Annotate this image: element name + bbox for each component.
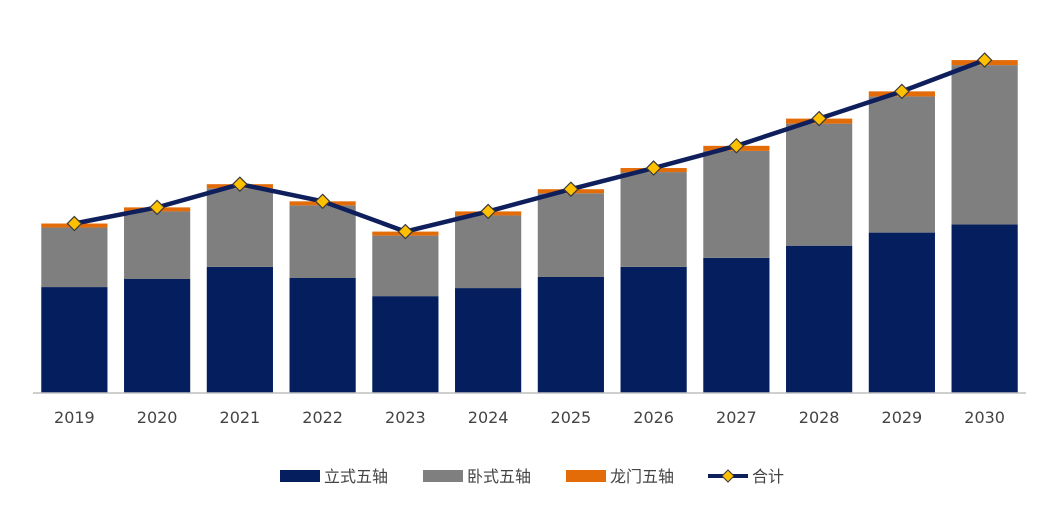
x-tick-label: 2028 bbox=[799, 408, 840, 427]
total-marker-2025 bbox=[563, 181, 579, 198]
x-tick-label: 2024 bbox=[468, 408, 509, 427]
legend-swatch-1 bbox=[280, 470, 320, 482]
x-tick-labels: 2019 2020 2021 2022 2023 2024 2025 2026 2027 2028… bbox=[54, 408, 1005, 427]
legend-swatch-2 bbox=[423, 470, 463, 482]
total-marker-2030 bbox=[976, 52, 993, 68]
total-marker-2029 bbox=[894, 83, 910, 100]
x-tick-label: 2023 bbox=[385, 408, 426, 427]
total-marker-2026 bbox=[645, 160, 662, 176]
x-tick-label: 2021 bbox=[220, 408, 261, 427]
bar-2020-series-2 bbox=[124, 211, 191, 280]
bar-2028-series-2 bbox=[786, 123, 853, 246]
bar-2025-series-1 bbox=[537, 276, 604, 393]
x-tick-label: 2020 bbox=[137, 408, 178, 427]
total-marker-2023 bbox=[397, 223, 414, 240]
legend-label-2: 卧式五轴 bbox=[467, 467, 531, 486]
total-marker-2020 bbox=[149, 199, 165, 216]
bar-2030-series-2 bbox=[951, 65, 1018, 225]
legend-label-1: 立式五轴 bbox=[324, 467, 388, 486]
bar-2029-series-2 bbox=[868, 96, 935, 233]
legend-label-3: 龙门五轴 bbox=[610, 467, 674, 486]
x-tick-label: 2030 bbox=[964, 408, 1005, 427]
bar-2026-series-2 bbox=[620, 172, 687, 267]
total-line bbox=[72, 57, 987, 234]
bar-2019-series-1 bbox=[41, 287, 108, 393]
bar-2025-series-2 bbox=[537, 193, 604, 277]
bar-2024-series-2 bbox=[455, 215, 522, 289]
total-marker-2021 bbox=[232, 176, 248, 193]
bar-2023-series-2 bbox=[372, 235, 439, 297]
legend: 立式五轴 卧式五轴 龙门五轴 合计 bbox=[280, 467, 784, 486]
total-marker-2024 bbox=[480, 203, 496, 220]
legend-swatch-3 bbox=[566, 470, 606, 482]
x-tick-label: 2026 bbox=[633, 408, 674, 427]
bar-2022-series-2 bbox=[289, 205, 356, 278]
total-line-layer bbox=[66, 52, 993, 240]
x-tick-label: 2022 bbox=[302, 408, 343, 427]
total-marker-2027 bbox=[728, 137, 745, 154]
bar-2026-series-1 bbox=[620, 266, 687, 393]
bar-2020-series-1 bbox=[124, 279, 191, 393]
total-marker-2019 bbox=[66, 215, 83, 232]
total-marker-2022 bbox=[314, 193, 331, 210]
bar-2021-series-2 bbox=[206, 188, 273, 267]
legend-label-4: 合计 bbox=[752, 467, 784, 486]
bar-2030-series-1 bbox=[951, 224, 1018, 393]
x-tick-label: 2019 bbox=[54, 408, 95, 427]
bar-2021-series-1 bbox=[206, 266, 273, 393]
bar-2027-series-1 bbox=[703, 257, 770, 393]
x-tick-label: 2029 bbox=[882, 408, 923, 427]
bar-2023-series-1 bbox=[372, 296, 439, 393]
bars-layer bbox=[41, 60, 1018, 393]
bar-2024-series-1 bbox=[455, 288, 522, 393]
x-tick-label: 2027 bbox=[716, 408, 757, 427]
legend-diamond-icon bbox=[721, 469, 735, 483]
bar-2027-series-2 bbox=[703, 150, 770, 258]
bar-2028-series-1 bbox=[786, 245, 853, 393]
total-marker-2028 bbox=[811, 110, 827, 127]
bar-2019-series-2 bbox=[41, 227, 108, 288]
bar-2022-series-1 bbox=[289, 277, 356, 393]
bar-2029-series-1 bbox=[868, 232, 935, 393]
x-tick-label: 2025 bbox=[551, 408, 592, 427]
